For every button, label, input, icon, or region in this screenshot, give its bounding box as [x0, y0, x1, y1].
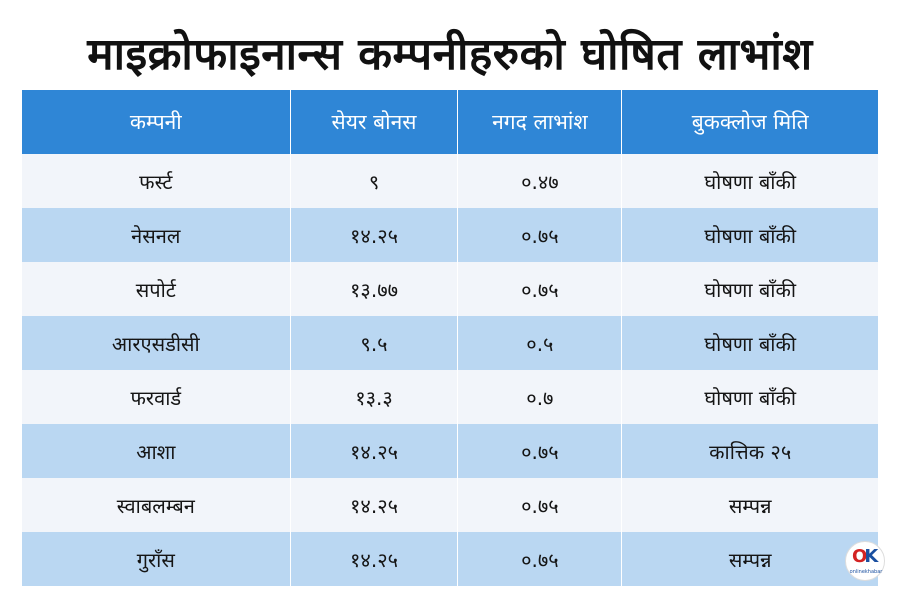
cell-share-bonus: ९.५ [290, 316, 459, 370]
cell-cash-dividend: ०.७५ [457, 532, 623, 586]
header-company: कम्पनी [22, 90, 291, 154]
cell-share-bonus: १४.२५ [290, 478, 459, 532]
cell-bookclose-date: सम्पन्न [621, 478, 878, 532]
logo-mark: OK [852, 546, 878, 567]
table-row: फरवार्ड १३.३ ०.७ घोषणा बाँकी [22, 370, 878, 424]
cell-share-bonus: ९ [290, 154, 459, 208]
cell-share-bonus: १४.२५ [290, 208, 459, 262]
cell-cash-dividend: ०.७ [457, 370, 623, 424]
cell-bookclose-date: घोषणा बाँकी [621, 154, 878, 208]
cell-bookclose-date: घोषणा बाँकी [621, 370, 878, 424]
table-header-row: कम्पनी सेयर बोनस नगद लाभांश बुकक्लोज मित… [22, 90, 878, 154]
cell-bookclose-date: सम्पन्न [621, 532, 878, 586]
logo-mark-right: K [864, 546, 878, 567]
cell-cash-dividend: ०.७५ [457, 262, 623, 316]
cell-share-bonus: १३.३ [290, 370, 459, 424]
cell-share-bonus: १४.२५ [290, 532, 459, 586]
cell-cash-dividend: ०.७५ [457, 424, 623, 478]
table-row: फर्स्ट ९ ०.४७ घोषणा बाँकी [22, 154, 878, 208]
cell-share-bonus: १३.७७ [290, 262, 459, 316]
header-bookclose-date: बुकक्लोज मिति [621, 90, 878, 154]
cell-cash-dividend: ०.७५ [457, 208, 623, 262]
table-row: नेसनल १४.२५ ०.७५ घोषणा बाँकी [22, 208, 878, 262]
cell-company: आशा [22, 424, 291, 478]
cell-share-bonus: १४.२५ [290, 424, 459, 478]
cell-cash-dividend: ०.७५ [457, 478, 623, 532]
table-row: आशा १४.२५ ०.७५ कात्तिक २५ [22, 424, 878, 478]
cell-company: स्वाबलम्बन [22, 478, 291, 532]
onlinekhabar-logo: OK onlinekhabar [845, 541, 885, 581]
cell-bookclose-date: घोषणा बाँकी [621, 262, 878, 316]
table-row: गुराँस १४.२५ ०.७५ सम्पन्न [22, 532, 878, 586]
cell-bookclose-date: कात्तिक २५ [621, 424, 878, 478]
cell-company: नेसनल [22, 208, 291, 262]
cell-company: आरएसडीसी [22, 316, 291, 370]
table-row: सपोर्ट १३.७७ ०.७५ घोषणा बाँकी [22, 262, 878, 316]
page-title: माइक्रोफाइनान्स कम्पनीहरुको घोषित लाभांश [87, 29, 813, 80]
cell-bookclose-date: घोषणा बाँकी [621, 208, 878, 262]
cell-company: गुराँस [22, 532, 291, 586]
cell-company: फरवार्ड [22, 370, 291, 424]
cell-cash-dividend: ०.५ [457, 316, 623, 370]
dividend-table: कम्पनी सेयर बोनस नगद लाभांश बुकक्लोज मित… [22, 90, 878, 586]
logo-text: onlinekhabar [849, 569, 883, 575]
table-row: स्वाबलम्बन १४.२५ ०.७५ सम्पन्न [22, 478, 878, 532]
cell-bookclose-date: घोषणा बाँकी [621, 316, 878, 370]
cell-company: फर्स्ट [22, 154, 291, 208]
cell-company: सपोर्ट [22, 262, 291, 316]
header-share-bonus: सेयर बोनस [290, 90, 459, 154]
cell-cash-dividend: ०.४७ [457, 154, 623, 208]
header-cash-dividend: नगद लाभांश [457, 90, 623, 154]
logo-mark-left: O [852, 546, 867, 567]
table-row: आरएसडीसी ९.५ ०.५ घोषणा बाँकी [22, 316, 878, 370]
